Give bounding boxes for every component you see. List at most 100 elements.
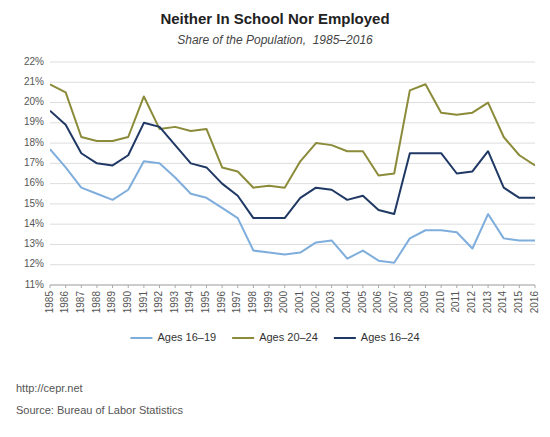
series-line [50, 149, 535, 263]
x-tick-label: 2009 [419, 291, 430, 314]
legend: Ages 16–19 Ages 20–24 Ages 16–24 [130, 331, 419, 343]
x-tick-label: 1986 [59, 291, 70, 314]
x-tick-label: 2003 [325, 291, 336, 314]
x-tick [206, 285, 207, 288]
grid-line [50, 244, 535, 245]
grid-line [50, 102, 535, 103]
x-tick [284, 285, 285, 288]
x-tick [112, 285, 113, 288]
x-tick-label: 1994 [184, 291, 195, 314]
grid-line [50, 285, 535, 286]
grid-line [50, 82, 535, 83]
chart: Neither In School Nor Employed Share of t… [0, 0, 550, 437]
x-tick-label: 2014 [497, 291, 508, 314]
y-axis: 11%12%13%14%15%16%17%18%19%20%21%22% [24, 56, 535, 290]
x-tick [378, 285, 379, 288]
legend-item: Ages 16–19 [130, 331, 216, 343]
x-tick-label: 1998 [247, 291, 258, 314]
x-tick [315, 285, 316, 288]
x-tick-label: 2002 [310, 291, 321, 314]
x-tick-label: 1993 [169, 291, 180, 314]
x-tick-label: 2000 [278, 291, 289, 314]
legend-item: Ages 16–24 [334, 331, 420, 343]
x-tick-label: 1997 [231, 291, 242, 314]
x-tick [300, 285, 301, 288]
x-tick-label: 2007 [388, 291, 399, 314]
x-tick [190, 285, 191, 288]
x-tick-label: 1991 [138, 291, 149, 314]
legend-label: Ages 20–24 [259, 331, 318, 343]
y-tick-label: 19% [24, 116, 44, 127]
x-tick-label: 1989 [106, 291, 117, 314]
x-tick-label: 2001 [294, 291, 305, 314]
x-tick [362, 285, 363, 288]
x-tick-label: 1987 [75, 291, 86, 314]
x-tick [503, 285, 504, 288]
x-axis-line [50, 285, 535, 286]
series-line [50, 111, 535, 218]
x-tick [237, 285, 238, 288]
grid-line [50, 224, 535, 225]
annotation: Source: Bureau of Labor Statistics [16, 404, 183, 416]
x-tick-label: 2013 [482, 291, 493, 314]
x-tick-label: 2015 [513, 291, 524, 314]
x-tick-label: 2012 [466, 291, 477, 314]
grid-line [50, 143, 535, 144]
x-tick-label: 1985 [44, 291, 55, 314]
x-tick-label: 2016 [529, 291, 540, 314]
x-tick [456, 285, 457, 288]
grid-line [50, 62, 535, 63]
x-tick [535, 285, 536, 288]
x-tick-label: 1995 [200, 291, 211, 314]
x-tick-label: 1988 [91, 291, 102, 314]
y-tick-label: 11% [25, 279, 44, 290]
subtitle: Share of the Population, 1985–2016 [177, 33, 373, 47]
x-tick-label: 2004 [341, 291, 352, 314]
legend-swatch [232, 337, 254, 339]
x-tick [50, 285, 51, 288]
x-tick [159, 285, 160, 288]
x-tick [347, 285, 348, 288]
x-tick [175, 285, 176, 288]
series-group [50, 84, 535, 262]
legend-item: Ages 20–24 [232, 331, 318, 343]
x-tick-label: 2006 [372, 291, 383, 314]
annotation: http://cepr.net [16, 382, 83, 394]
x-tick-label: 1999 [263, 291, 274, 314]
x-tick-label: 1996 [216, 291, 227, 314]
x-tick [143, 285, 144, 288]
x-tick [409, 285, 410, 288]
x-tick [253, 285, 254, 288]
y-tick-label: 12% [24, 258, 44, 269]
y-tick-label: 17% [24, 157, 44, 168]
x-tick [222, 285, 223, 288]
x-tick-label: 2011 [450, 291, 461, 313]
x-tick-label: 2010 [435, 291, 446, 314]
x-tick [65, 285, 66, 288]
legend-swatch [130, 337, 152, 339]
grid-line [50, 122, 535, 123]
grid-line [50, 264, 535, 265]
y-tick-label: 13% [24, 238, 44, 249]
x-tick [519, 285, 520, 288]
x-tick [394, 285, 395, 288]
x-tick [425, 285, 426, 288]
x-tick [472, 285, 473, 288]
grid-line [50, 203, 535, 204]
x-tick [81, 285, 82, 288]
legend-swatch [334, 337, 356, 339]
x-axis: 1985198619871988198919901991199219931994… [44, 285, 540, 313]
grid-line [50, 183, 535, 184]
x-tick [269, 285, 270, 288]
y-tick-label: 14% [24, 218, 44, 229]
y-tick-label: 21% [24, 76, 44, 87]
title: Neither In School Nor Employed [160, 10, 389, 27]
x-tick [331, 285, 332, 288]
y-tick-label: 20% [24, 96, 44, 107]
x-tick-label: 1990 [122, 291, 133, 314]
x-tick [488, 285, 489, 288]
x-tick [96, 285, 97, 288]
y-tick-label: 15% [24, 198, 44, 209]
y-tick-label: 22% [24, 56, 44, 67]
y-tick-label: 16% [24, 177, 44, 188]
